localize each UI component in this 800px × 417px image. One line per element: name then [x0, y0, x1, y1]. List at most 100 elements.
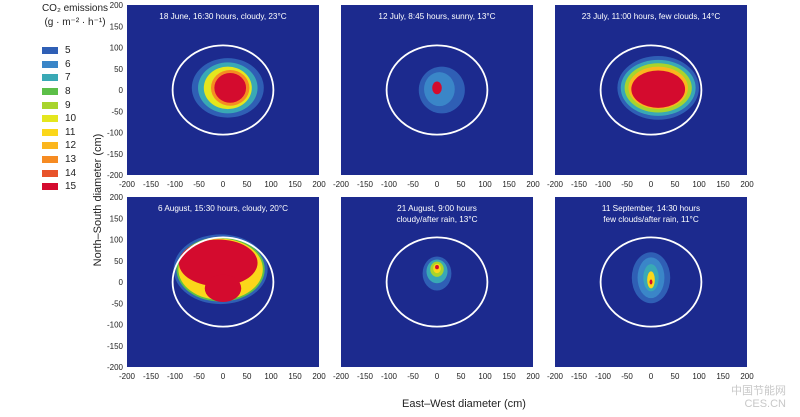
- panel-title: 18 June, 16:30 hours, cloudy, 23°C: [159, 12, 286, 21]
- legend-swatch: [42, 156, 58, 164]
- panel-title: 12 July, 8:45 hours, sunny, 13°C: [378, 12, 495, 21]
- x-tick-label: -150: [571, 180, 588, 189]
- y-tick-label: 150: [110, 22, 124, 31]
- y-tick-label: -200: [107, 171, 124, 180]
- y-tick-label: -50: [111, 107, 123, 116]
- x-tick-label: -50: [621, 180, 633, 189]
- collar-ring: [171, 44, 275, 136]
- y-tick-label: -50: [111, 299, 123, 308]
- x-tick-label: 50: [243, 180, 252, 189]
- y-tick-label: 50: [114, 257, 123, 266]
- x-axis-label: East–West diameter (cm): [402, 398, 526, 410]
- x-tick-label: -100: [381, 372, 398, 381]
- legend-entry: 14: [42, 166, 76, 180]
- x-tick-label: 100: [478, 372, 492, 381]
- x-tick-label: -100: [381, 180, 398, 189]
- x-tick-label: 150: [502, 180, 516, 189]
- x-tick-label: -50: [193, 180, 205, 189]
- legend-label: 14: [65, 167, 77, 179]
- x-tick-label: -150: [143, 180, 160, 189]
- watermark-line1: 中国节能网: [731, 385, 786, 397]
- emission-contour: [432, 81, 442, 95]
- x-tick-label: 0: [221, 180, 226, 189]
- x-tick-label: -50: [407, 180, 419, 189]
- legend-title: CO₂ emissions: [41, 3, 109, 14]
- legend-swatch: [42, 115, 58, 123]
- emission-contours: [631, 252, 671, 304]
- x-tick-label: 0: [649, 180, 654, 189]
- y-tick-label: 100: [110, 44, 124, 53]
- collar-ring: [599, 236, 703, 328]
- x-tick-label: -200: [547, 372, 564, 381]
- x-tick-label: -200: [547, 180, 564, 189]
- x-tick-label: 100: [692, 372, 706, 381]
- legend-swatch: [42, 142, 58, 150]
- x-tick-label: 100: [692, 180, 706, 189]
- x-tick-label: 150: [716, 180, 730, 189]
- y-tick-label: -150: [107, 150, 124, 159]
- emission-contours: [173, 234, 268, 305]
- emission-contours: [617, 56, 699, 120]
- collar-ring: [385, 44, 489, 136]
- y-tick-label: 150: [110, 214, 124, 223]
- x-tick-label: -150: [357, 180, 374, 189]
- x-tick-label: -200: [119, 372, 136, 381]
- legend-entry: 10: [42, 112, 76, 126]
- x-tick-label: 150: [288, 372, 302, 381]
- emission-contour: [649, 279, 653, 285]
- legend-entry: 9: [42, 98, 76, 112]
- legend-entry: 5: [42, 44, 76, 58]
- collar-ring: [171, 236, 275, 328]
- legend-units: (g · m⁻² · h⁻¹): [44, 17, 106, 28]
- x-tick-label: 200: [740, 180, 754, 189]
- y-tick-label: 200: [110, 1, 124, 10]
- legend-swatch: [42, 88, 58, 96]
- legend-swatch: [42, 128, 58, 136]
- legend-label: 15: [65, 181, 77, 193]
- panel-title: cloudy/after rain, 13°C: [396, 215, 477, 224]
- legend-entry: 6: [42, 58, 76, 72]
- emission-contour: [178, 239, 258, 287]
- x-tick-label: 150: [716, 372, 730, 381]
- x-tick-label: 200: [740, 372, 754, 381]
- panel-title: 11 September, 14:30 hours: [602, 204, 700, 213]
- x-tick-label: 0: [435, 180, 440, 189]
- panel-title: 6 August, 15:30 hours, cloudy, 20°C: [158, 204, 288, 213]
- y-tick-label: 200: [110, 193, 124, 202]
- heatmap-panel: 11 September, 14:30 hours few clouds/afte…: [547, 197, 754, 381]
- x-tick-label: -150: [357, 372, 374, 381]
- panel-title: few clouds/after rain, 11°C: [603, 215, 699, 224]
- x-tick-label: 200: [526, 180, 540, 189]
- legend-swatch: [42, 183, 58, 191]
- emission-contour: [204, 274, 242, 302]
- x-tick-label: -100: [167, 372, 184, 381]
- y-tick-label: 100: [110, 236, 124, 245]
- legend-label: 5: [65, 45, 71, 57]
- x-tick-label: -50: [407, 372, 419, 381]
- x-tick-label: 50: [243, 372, 252, 381]
- heatmap-panel: 23 July, 11:00 hours, few clouds, 14°C -2…: [547, 5, 754, 189]
- emission-contour: [631, 70, 686, 108]
- legend-label: 6: [65, 58, 71, 70]
- legend: 5 6 7 8 9 10 11 12 13 14 15: [42, 44, 76, 194]
- legend-swatch: [42, 169, 58, 177]
- x-tick-label: 0: [435, 372, 440, 381]
- legend-entry: 12: [42, 139, 76, 153]
- x-tick-label: 200: [312, 180, 326, 189]
- legend-label: 13: [65, 154, 77, 166]
- legend-swatch: [42, 60, 58, 68]
- x-tick-label: 150: [288, 180, 302, 189]
- x-tick-label: -100: [595, 180, 612, 189]
- legend-entry: 11: [42, 126, 76, 140]
- panel-title: 21 August, 9:00 hours: [397, 204, 477, 213]
- x-tick-label: -200: [333, 180, 350, 189]
- legend-swatch: [42, 101, 58, 109]
- legend-entry: 15: [42, 180, 76, 194]
- emission-contour: [435, 265, 439, 270]
- x-tick-label: 0: [649, 372, 654, 381]
- emission-contours: [422, 256, 452, 291]
- legend-label: 9: [65, 99, 71, 111]
- legend-label: 10: [65, 113, 77, 125]
